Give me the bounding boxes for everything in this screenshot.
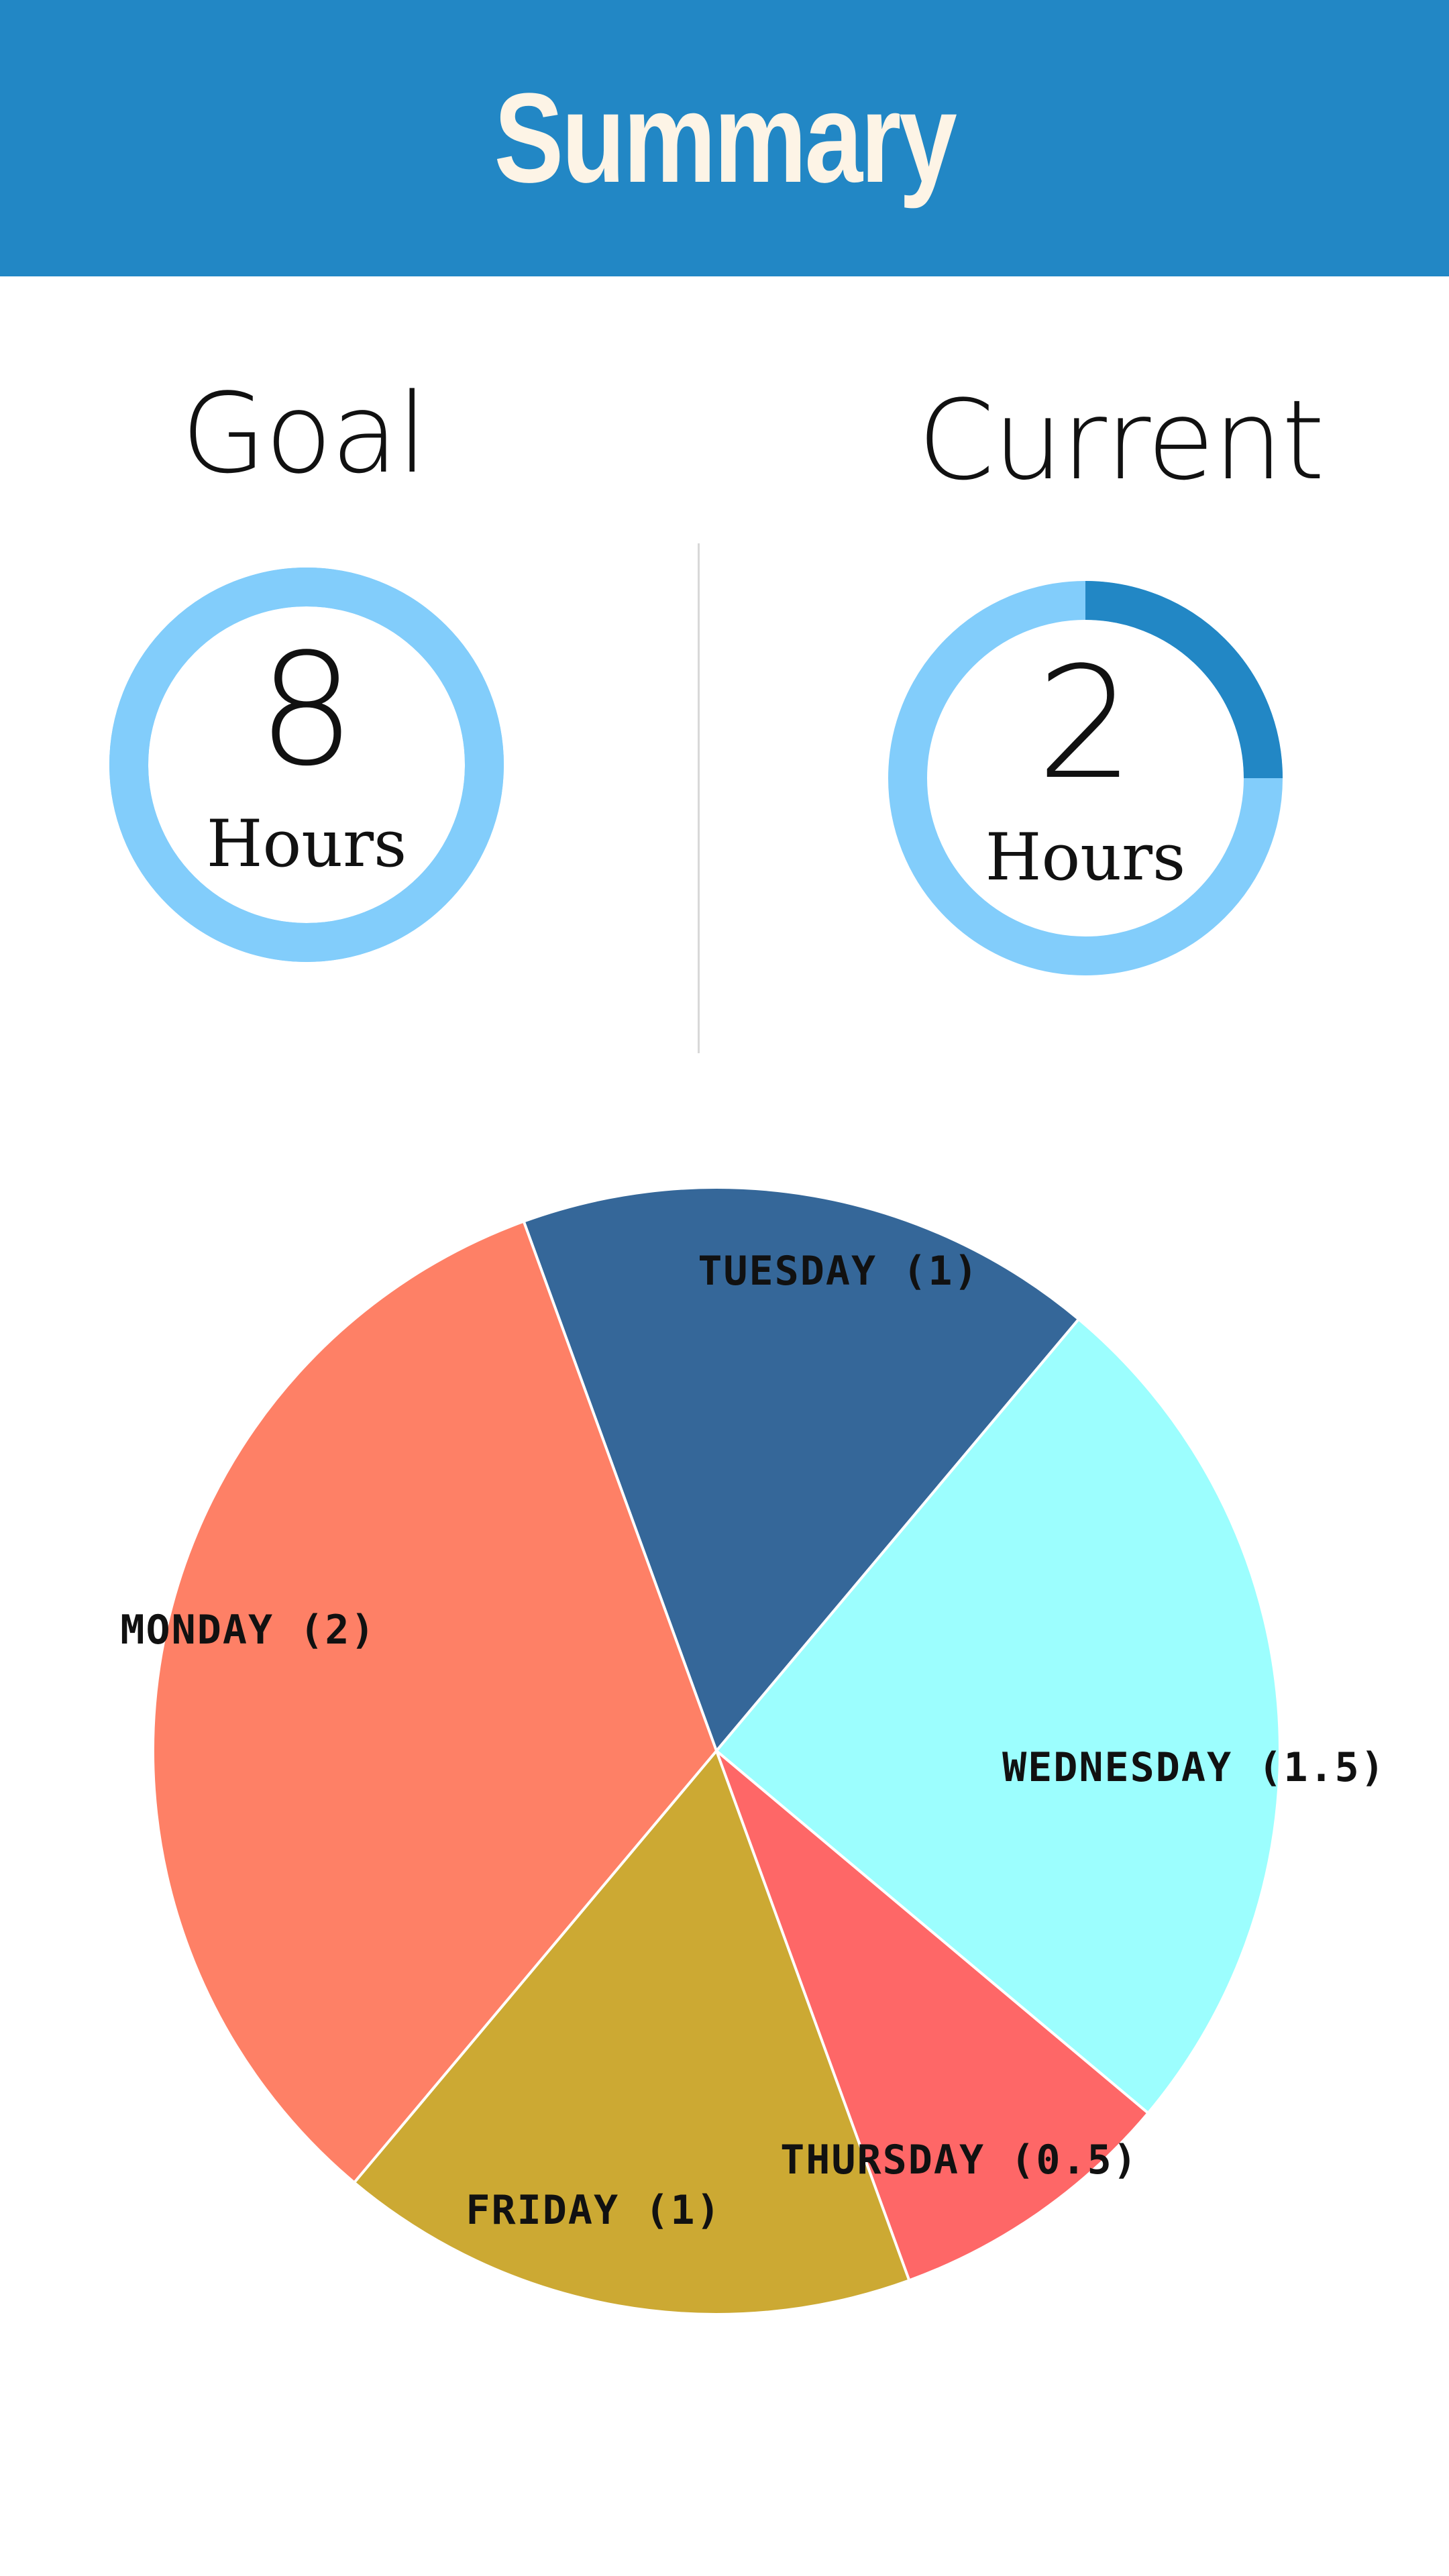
pie-slice-friday	[352, 1748, 911, 2316]
weekly-hours-pie-chart: TUESDAY (1) WEDNESDAY (1.5) THURSDAY (0.5)…	[0, 1140, 1449, 2348]
current-unit: Hours	[985, 820, 1186, 895]
pie-label-thursday: THURSDAY (0.5)	[780, 2137, 1138, 2184]
page-title: Summary	[494, 67, 957, 209]
current-value: 2	[1036, 635, 1135, 814]
goal-value: 8	[257, 621, 356, 800]
column-divider	[698, 543, 700, 1053]
current-title: Current	[918, 376, 1325, 504]
pie-slice-thursday	[713, 1746, 1150, 2282]
header-bar: Summary	[0, 0, 1449, 276]
pie-label-tuesday: TUESDAY (1)	[698, 1248, 979, 1295]
pie-chart-svg: TUESDAY (1) WEDNESDAY (1.5) THURSDAY (0.5)…	[120, 1186, 1386, 2316]
pie-slice-monday	[152, 1220, 718, 2185]
goal-ring-fill	[109, 568, 504, 962]
goal-ring-graphic	[109, 568, 504, 962]
pie-slice-tuesday	[522, 1186, 1081, 1754]
goal-title: Goal	[181, 370, 427, 498]
pie-label-monday: MONDAY (2)	[120, 1607, 376, 1654]
goal-unit: Hours	[206, 806, 407, 881]
pie-label-friday: FRIDAY (1)	[466, 2187, 721, 2234]
pie-slice-wednesday	[714, 1317, 1281, 2115]
current-ring-fill	[888, 581, 1283, 975]
current-ring: 2 Hours	[884, 577, 1287, 979]
pie-label-wednesday: WEDNESDAY (1.5)	[1002, 1744, 1386, 1791]
current-ring-graphic	[888, 581, 1283, 975]
goal-ring: 8 Hours	[105, 564, 508, 966]
